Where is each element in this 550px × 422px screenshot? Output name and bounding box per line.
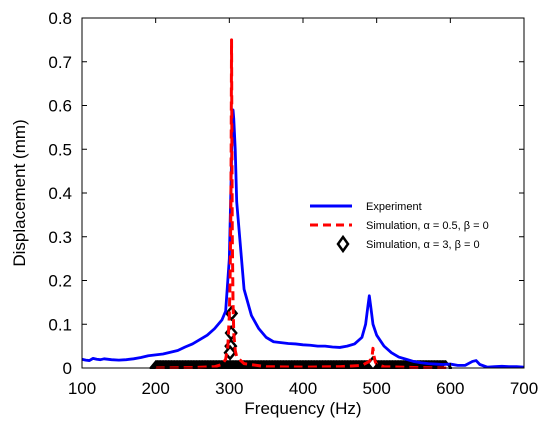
x-tick-label: 600: [436, 379, 464, 398]
x-tick-label: 400: [289, 379, 317, 398]
x-tick-label: 100: [68, 379, 96, 398]
legend-label-sim-alpha-3: Simulation, α = 3, β = 0: [366, 239, 480, 251]
y-tick-label: 0.2: [48, 272, 72, 291]
y-tick-label: 0.4: [48, 184, 72, 203]
x-tick-label: 200: [141, 379, 169, 398]
legend-marker-sim-alpha-3: [336, 234, 350, 254]
legend-label-sim-alpha-0-5: Simulation, α = 0.5, β = 0: [366, 220, 489, 232]
series-experiment-line: [82, 108, 524, 369]
ticks-layer: 100 200 300 400 500 600 700 0 0.1 0.2 0.3 0.4 0.5 0.6…: [48, 9, 538, 398]
x-tick-label: 500: [362, 379, 390, 398]
y-tick-label: 0.7: [48, 53, 72, 72]
y-tick-label: 0.8: [48, 9, 72, 28]
y-tick-label: 0.3: [48, 228, 72, 247]
series-layer: [82, 38, 524, 369]
y-tick-label: 0: [63, 359, 72, 378]
y-tick-label: 0.6: [48, 97, 72, 116]
y-tick-label: 0.1: [48, 315, 72, 334]
x-axis-title: Frequency (Hz): [244, 399, 361, 418]
x-tick-label: 300: [215, 379, 243, 398]
x-tick-label: 700: [510, 379, 538, 398]
y-tick-label: 0.5: [48, 140, 72, 159]
data-point-sim-alpha-3: [223, 344, 237, 361]
legend-label-experiment: Experiment: [366, 201, 422, 213]
y-axis-title: Displacement (mm): [10, 119, 29, 266]
legend: Experiment Simulation, α = 0.5, β = 0 Si…: [310, 201, 489, 254]
series-sim-alpha-0-5-line: [155, 38, 451, 369]
plot-area: [82, 18, 524, 368]
